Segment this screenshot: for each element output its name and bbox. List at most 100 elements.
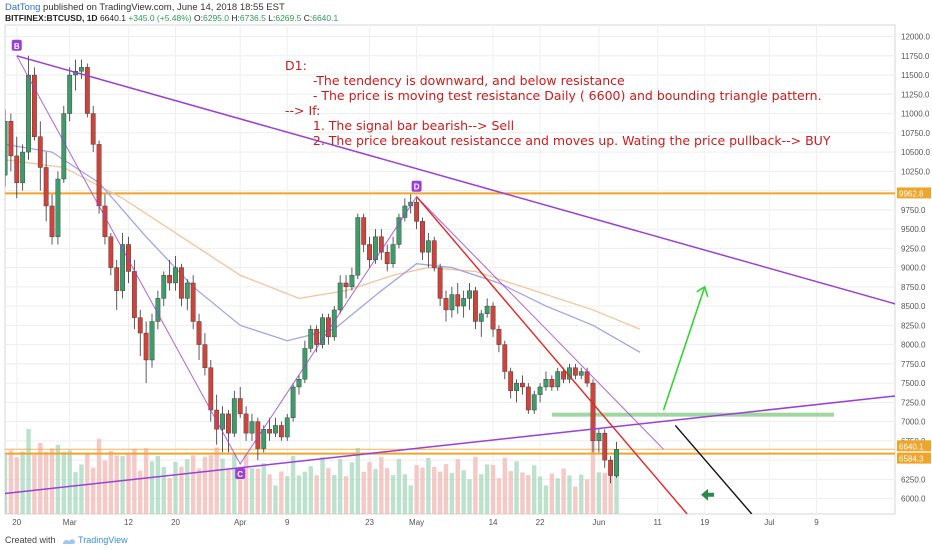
volume-bar — [73, 472, 78, 514]
x-tick-label: 12 — [124, 518, 133, 527]
author-link[interactable]: DatTong — [5, 2, 41, 13]
candle — [290, 383, 296, 422]
volume-bar — [437, 471, 443, 514]
price-label-bg — [897, 452, 931, 464]
wave-label-text: D — [414, 183, 420, 192]
volume-bar — [190, 455, 196, 514]
candle-body — [237, 398, 243, 415]
candle-body — [525, 386, 531, 411]
candle — [202, 333, 208, 376]
candle-body — [602, 432, 608, 461]
candle-body — [284, 417, 290, 438]
candle — [167, 259, 173, 291]
y-tick-label: 9500.0 — [901, 225, 926, 234]
candle — [84, 63, 90, 118]
volume-bar — [155, 455, 161, 514]
volume-bar — [449, 473, 455, 514]
signal-arrow-icon — [701, 488, 715, 501]
candle-body — [108, 236, 114, 268]
volume-bar — [32, 454, 37, 514]
candle-body — [578, 371, 584, 376]
volume-bar — [590, 435, 596, 514]
candle-body — [343, 282, 349, 288]
volume-bar — [232, 453, 237, 514]
candle-body — [184, 282, 190, 299]
candle-body — [473, 290, 478, 322]
x-tick-label: Jul — [764, 518, 774, 527]
candle-body — [337, 282, 343, 311]
candle-body — [549, 379, 555, 388]
candle-body — [167, 275, 173, 284]
candle — [425, 232, 431, 268]
volume-bar — [414, 465, 419, 514]
tradingview-brand-link[interactable]: TradingView — [78, 535, 128, 545]
candle-body — [161, 275, 167, 299]
candle — [296, 375, 302, 395]
wave-label-badge — [411, 180, 422, 192]
candle-body — [443, 298, 449, 311]
green-zone — [551, 412, 835, 417]
candle-body — [508, 371, 514, 391]
volume-bar — [537, 476, 543, 514]
candle-body — [531, 394, 537, 411]
candle-body — [355, 217, 361, 276]
candle — [173, 256, 178, 291]
candle — [26, 55, 31, 160]
candle — [478, 309, 484, 337]
y-tick-label: 8750.0 — [901, 283, 926, 292]
candle — [355, 213, 361, 280]
x-tick-label: 20 — [171, 518, 180, 527]
candle — [137, 309, 143, 357]
candle — [267, 417, 272, 441]
candle-body — [255, 421, 261, 449]
volume-bar — [432, 466, 437, 514]
publish-line: DatTong published on TradingView.com, Ju… — [5, 2, 285, 13]
volume-bar — [343, 476, 349, 514]
price-label-badge: 6584.3 — [897, 452, 931, 464]
candle — [596, 429, 602, 453]
y-tick-label: 10500.0 — [901, 148, 930, 157]
candle-body — [202, 344, 208, 368]
volume-bar — [355, 448, 360, 514]
x-tick-label: May — [409, 518, 424, 527]
volume-bar — [61, 451, 66, 514]
candle-body — [143, 332, 149, 361]
wave-label-badge — [11, 39, 22, 51]
symbol-label: BITFINEX:BTCUSD, 1D — [5, 13, 98, 23]
candle-body — [231, 398, 237, 434]
candle — [79, 59, 84, 79]
candle-body — [514, 382, 519, 391]
candle — [431, 236, 437, 272]
candle — [214, 394, 220, 445]
candle-body — [26, 74, 31, 153]
candle-body — [55, 178, 61, 237]
candle-body — [449, 294, 455, 311]
candle-body — [43, 167, 49, 207]
candle — [614, 441, 619, 478]
candle-body — [214, 409, 220, 430]
candle-body — [361, 217, 367, 245]
candle — [396, 213, 402, 249]
volume-bar — [102, 460, 108, 514]
candle-body — [614, 449, 619, 477]
candle — [502, 340, 508, 380]
candle-body — [596, 432, 602, 442]
candle-body — [14, 155, 20, 184]
candle — [555, 367, 561, 391]
candle-body — [226, 413, 231, 434]
volume-bar — [326, 468, 331, 514]
candle — [508, 367, 514, 399]
candle — [20, 144, 26, 191]
candle — [37, 121, 43, 191]
volume-bar — [161, 466, 166, 514]
y-tick-label: 9750.0 — [901, 206, 926, 215]
price-chart[interactable]: BCD6000.06250.06500.06750.07000.07250.07… — [0, 0, 932, 531]
candle — [496, 325, 502, 353]
volume-bar — [549, 473, 555, 514]
volume-bar — [567, 475, 572, 514]
candle — [284, 413, 290, 441]
symbol-line: BITFINEX:BTCUSD, 1D 6640.1 +345.0 (+5.48… — [5, 13, 338, 23]
volume-bar — [579, 474, 584, 514]
y-tick-label: 7750.0 — [901, 360, 926, 369]
volume-bar — [91, 467, 96, 514]
